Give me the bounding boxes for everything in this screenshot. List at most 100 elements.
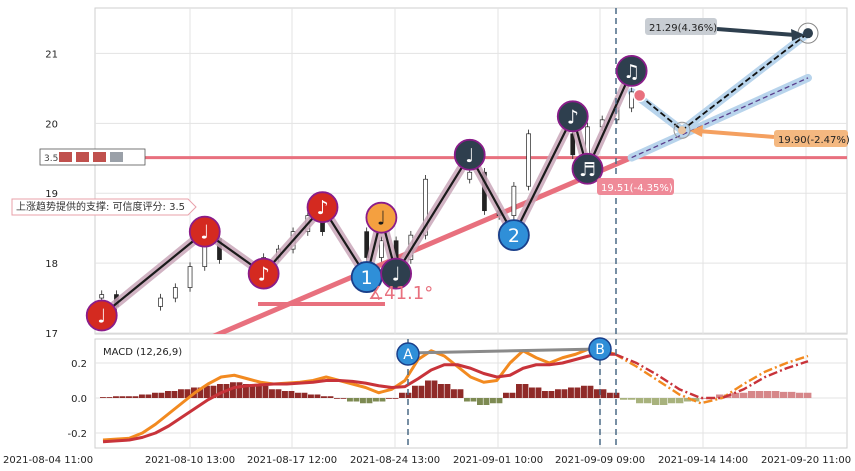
candle-body <box>629 91 634 109</box>
macd-histogram-bar <box>230 382 236 398</box>
macd-histogram-bar <box>132 396 139 398</box>
price-panel <box>94 7 848 335</box>
zigzag-node <box>85 299 118 332</box>
rising-support-line <box>212 155 635 334</box>
forecast-label-high: 21.29(4.36%) <box>645 18 717 35</box>
zigzag-node-label: ♩ <box>200 222 209 244</box>
macd-histogram-bar <box>490 398 496 404</box>
support-note: 上涨趋势提供的支撑: 可信度评分: 3.5 <box>11 198 197 216</box>
macd-histogram-bar <box>607 392 613 398</box>
macd-histogram-bar <box>269 389 275 398</box>
macd-histogram-bar <box>347 398 353 402</box>
zigzag-node <box>571 152 604 185</box>
macd-histogram-bar <box>249 384 256 398</box>
zigzag-node-label: ♩ <box>392 264 401 286</box>
macd-histogram-bar <box>152 392 158 398</box>
macd-histogram-bar <box>340 398 347 399</box>
macd-histogram-bar <box>418 385 425 398</box>
legend-swatch-4 <box>110 152 123 162</box>
forecast-high-text: 21.29(4.36%) <box>649 23 717 34</box>
macd-histogram-bar <box>503 392 509 398</box>
macd-histogram-bar <box>522 384 529 398</box>
macd-histogram-bar <box>217 384 223 398</box>
macd-histogram-bar <box>236 382 243 398</box>
macd-histogram-bar <box>158 392 165 398</box>
forecast-mid-text: 19.90(-2.47%) <box>778 135 850 146</box>
macd-histogram-bar <box>184 389 191 398</box>
macd-histogram-bar <box>529 387 535 398</box>
macd-histogram-bar <box>327 396 334 398</box>
macd-histogram-forecast-bar <box>740 392 748 398</box>
macd-histogram-bar <box>451 389 457 398</box>
macd-histogram-bar <box>288 391 295 398</box>
macd-histogram-bar <box>100 397 106 398</box>
macd-histogram-bar <box>165 391 171 398</box>
macd-histogram-bar <box>262 385 269 398</box>
forecast-purple-dashed <box>631 77 809 159</box>
candle-body <box>364 231 370 258</box>
macd-histogram-bar <box>204 385 210 398</box>
macd-histogram-bar <box>301 392 308 398</box>
legend-swatch-1 <box>59 152 72 162</box>
macd-histogram-bar <box>360 398 366 404</box>
macd-histogram-bar <box>171 391 178 398</box>
forecast-label-low: 19.51(-4.35%) <box>597 178 674 195</box>
macd-histogram-bar <box>561 389 568 398</box>
candle-body <box>99 294 105 299</box>
macd-histogram-bar <box>314 394 321 398</box>
x-tick-label: 2021-08-17 12:00 <box>247 455 337 466</box>
macd-histogram-bar <box>555 389 561 398</box>
candle-body <box>172 287 178 299</box>
candle-body <box>423 178 428 236</box>
macd-histogram-forecast-bar <box>652 398 660 405</box>
macd-histogram-bar <box>412 385 418 398</box>
zigzag-node <box>247 257 280 290</box>
zigzag-node <box>365 201 398 234</box>
macd-histogram-bar <box>321 396 327 398</box>
macd-histogram-bar <box>256 385 262 398</box>
divergence-line <box>407 347 601 355</box>
macd-histogram-forecast-bar <box>692 398 700 402</box>
zigzag-node-label: ♪ <box>567 106 579 128</box>
forecast-start-dot <box>632 88 647 103</box>
macd-histogram-bar <box>613 392 620 398</box>
legend-score: 3.5 <box>44 154 58 164</box>
macd-histogram-forecast-bar <box>636 398 644 404</box>
macd-histogram-forecast-bar <box>700 398 708 399</box>
macd-y-tick-label: -0.2 <box>67 429 87 440</box>
macd-histogram-bar <box>295 392 301 398</box>
macd-histogram-forecast-bar <box>756 391 764 398</box>
x-tick-label: 2021-09-09 09:00 <box>555 455 645 466</box>
support-note-text: 上涨趋势提供的支撑: 可信度评分: 3.5 <box>16 200 185 213</box>
zigzag-node-label: ♩ <box>465 145 474 167</box>
macd-histogram-bar <box>516 384 522 398</box>
macd-histogram-bar <box>275 389 282 398</box>
macd-histogram-bar <box>334 398 340 399</box>
y-tick-label: 18 <box>45 259 58 270</box>
macd-histogram-bar <box>425 380 431 398</box>
macd-histogram-bar <box>113 396 119 398</box>
macd-histogram-forecast-bar <box>716 394 724 398</box>
x-tick-label: 2021-08-04 11:00 <box>3 455 93 466</box>
zigzag-node-label: 1 <box>361 267 373 289</box>
x-tick-label: 2021-09-20 11:00 <box>761 455 851 466</box>
macd-histogram-bar <box>243 384 249 398</box>
forecast-high-arrowhead <box>791 29 805 41</box>
macd-histogram-bar <box>399 392 405 398</box>
legend-swatch-3 <box>93 152 106 162</box>
macd-forecast-forecast-2 <box>614 353 809 400</box>
candle-body <box>526 133 531 187</box>
macd-histogram-forecast-bar <box>628 398 636 400</box>
macd-histogram-forecast-bar <box>684 398 692 402</box>
macd-histogram-bar <box>438 384 444 398</box>
zigzag-node-label: ♫ <box>623 61 640 83</box>
macd-histogram-forecast-bar <box>788 391 796 398</box>
divergence-marker-label: B <box>595 342 605 358</box>
forecast-high-arrow <box>716 27 796 37</box>
y-tick-label: 17 <box>45 329 58 340</box>
forecast-mid-ring <box>673 121 691 139</box>
x-tick-label: 2021-09-01 10:00 <box>453 455 543 466</box>
candle-body <box>570 133 576 156</box>
y-tick-label: 19 <box>45 189 58 200</box>
